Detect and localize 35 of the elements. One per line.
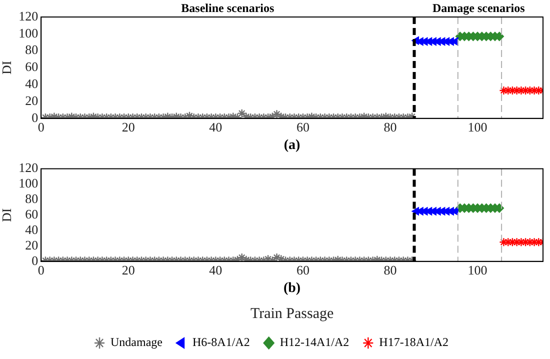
y-axis-title: DI	[0, 60, 14, 75]
text: Damage scenarios	[432, 1, 526, 16]
x-axis-title: Train Passage	[250, 306, 334, 322]
x-tick-label: 20	[122, 262, 135, 278]
y-tick-label: 100	[18, 176, 38, 191]
y-tick-label: 40	[25, 76, 38, 92]
y-tick-label: 60	[25, 206, 38, 222]
x-tick-label: 40	[209, 120, 222, 135]
y-tick-label: 20	[25, 92, 38, 108]
x-tick-label: 100	[468, 262, 488, 278]
y-tick-label: 20	[25, 237, 38, 252]
x-tick-label: 60	[296, 120, 310, 135]
x-tick-label: 80	[384, 262, 397, 278]
text: (b)	[283, 281, 301, 296]
y-tick-label: 40	[25, 222, 38, 237]
y-tick-label: 60	[25, 59, 38, 74]
y-tick-label: 120	[18, 160, 38, 176]
y-axis-title: DI	[0, 208, 14, 222]
legend-label: H12-14A1/A2	[280, 335, 350, 350]
x-tick-label: 60	[296, 262, 310, 278]
y-tick-label: 120	[18, 8, 38, 24]
y-tick-label: 80	[25, 42, 38, 58]
y-tick-label: 80	[25, 191, 38, 206]
legend-label: Undamage	[110, 335, 163, 350]
text: Baseline scenarios	[181, 1, 274, 16]
x-tick-label: 40	[209, 262, 222, 278]
x-tick-label: 80	[384, 120, 397, 135]
y-tick-label: 100	[18, 25, 38, 40]
x-tick-label: 100	[468, 120, 488, 135]
text: (a)	[284, 138, 301, 154]
y-tick-label: 0	[32, 110, 38, 125]
x-tick-label: 20	[122, 120, 135, 135]
y-tick-label: 0	[32, 252, 38, 268]
legend-label: H17-18A1/A2	[379, 335, 448, 350]
legend-label: H6-8A1/A2	[192, 335, 250, 350]
